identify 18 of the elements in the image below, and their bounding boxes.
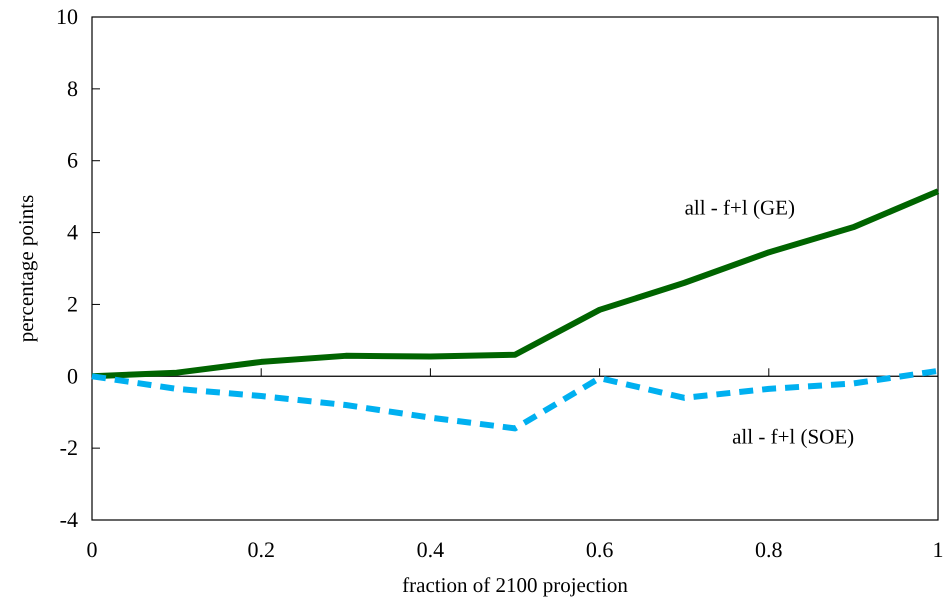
series-label: all - f+l (GE) xyxy=(684,195,795,220)
y-axis-title: percentage points xyxy=(14,194,38,342)
y-tick-label: 10 xyxy=(56,4,78,29)
x-tick-label: 0 xyxy=(86,537,98,562)
y-tick-label: 8 xyxy=(67,76,78,101)
x-tick-label: 1 xyxy=(932,537,944,562)
x-axis-title: fraction of 2100 projection xyxy=(402,573,628,597)
y-tick-label: -2 xyxy=(60,435,78,460)
series-label: all - f+l (SOE) xyxy=(732,424,854,448)
y-tick-label: 0 xyxy=(67,363,78,388)
y-tick-label: 4 xyxy=(67,220,78,245)
x-tick-label: 0.8 xyxy=(755,537,783,562)
y-tick-label: 6 xyxy=(67,148,78,173)
x-tick-label: 0.2 xyxy=(247,537,275,562)
y-tick-label: -4 xyxy=(60,507,78,532)
x-tick-label: 0.6 xyxy=(586,537,614,562)
x-tick-label: 0.4 xyxy=(416,537,444,562)
y-tick-label: 2 xyxy=(67,291,78,316)
